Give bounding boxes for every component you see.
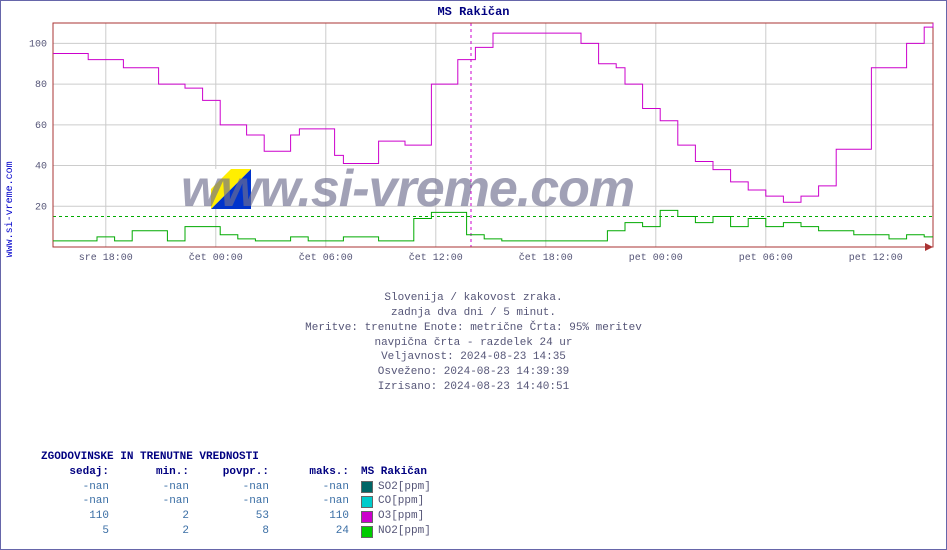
legend-series-name: O3[ppm] <box>361 509 521 524</box>
legend-col-min: min.: <box>121 465 201 480</box>
chart-container: MS Rakičan www.si-vreme.com 20 40 60 80 100 s… <box>0 0 947 550</box>
legend-value: -nan <box>41 480 121 495</box>
legend-header: sedaj: min.: povpr.: maks.: MS Rakičan <box>41 465 521 480</box>
chart-svg: 20406080100sre 18:00čet 00:00čet 06:00če… <box>53 23 933 267</box>
legend-value: -nan <box>201 480 281 495</box>
footer-line: navpična črta - razdelek 24 ur <box>1 336 946 351</box>
legend-value: 24 <box>281 524 361 539</box>
legend-value: 53 <box>201 509 281 524</box>
svg-text:20: 20 <box>35 202 47 213</box>
legend-label: O3[ppm] <box>378 509 424 524</box>
legend-value: 110 <box>41 509 121 524</box>
legend-series-name: SO2[ppm] <box>361 480 521 495</box>
footer-line: Veljavnost: 2024-08-23 14:35 <box>1 350 946 365</box>
legend-row: 110253110O3[ppm] <box>41 509 521 524</box>
legend-swatch-icon <box>361 526 373 538</box>
footer-line: Izrisano: 2024-08-23 14:40:51 <box>1 380 946 395</box>
svg-text:čet 00:00: čet 00:00 <box>189 252 243 264</box>
legend-series-name: CO[ppm] <box>361 494 521 509</box>
legend-col-povpr: povpr.: <box>201 465 281 480</box>
plot-area: 20406080100sre 18:00čet 00:00čet 06:00če… <box>53 23 933 267</box>
legend-col-sedaj: sedaj: <box>41 465 121 480</box>
legend-table: ZGODOVINSKE IN TRENUTNE VREDNOSTI sedaj:… <box>41 451 521 539</box>
svg-text:čet 18:00: čet 18:00 <box>519 252 573 264</box>
footer-line: zadnja dva dni / 5 minut. <box>1 306 946 321</box>
legend-series-name: NO2[ppm] <box>361 524 521 539</box>
legend-row: -nan-nan-nan-nanCO[ppm] <box>41 494 521 509</box>
legend-value: -nan <box>281 494 361 509</box>
svg-text:100: 100 <box>29 39 47 50</box>
legend-label: CO[ppm] <box>378 494 424 509</box>
chart-title: MS Rakičan <box>1 1 946 19</box>
legend-value: 5 <box>41 524 121 539</box>
legend-value: -nan <box>121 480 201 495</box>
legend-value: 2 <box>121 509 201 524</box>
legend-value: 8 <box>201 524 281 539</box>
svg-text:60: 60 <box>35 121 47 132</box>
legend-row: 52824 NO2[ppm] <box>41 524 521 539</box>
svg-text:sre 18:00: sre 18:00 <box>79 253 133 264</box>
svg-text:40: 40 <box>35 162 47 173</box>
svg-text:pet 06:00: pet 06:00 <box>739 253 793 264</box>
watermark-text: www.si-vreme.com <box>181 159 634 219</box>
legend-label: SO2[ppm] <box>378 480 431 495</box>
legend-label: NO2[ppm] <box>378 524 431 539</box>
svg-text:80: 80 <box>35 80 47 91</box>
footer-line: Osveženo: 2024-08-23 14:39:39 <box>1 365 946 380</box>
legend-col-maks: maks.: <box>281 465 361 480</box>
y-axis-link[interactable]: www.si-vreme.com <box>5 161 16 257</box>
legend-col-station: MS Rakičan <box>361 465 521 480</box>
footer-line: Meritve: trenutne Enote: metrične Črta: … <box>1 321 946 336</box>
legend-value: 2 <box>121 524 201 539</box>
svg-text:pet 00:00: pet 00:00 <box>629 253 683 264</box>
legend-value: -nan <box>121 494 201 509</box>
legend-value: -nan <box>281 480 361 495</box>
legend-swatch-icon <box>361 511 373 523</box>
svg-text:čet 12:00: čet 12:00 <box>409 252 463 264</box>
chart-footer: Slovenija / kakovost zraka. zadnja dva d… <box>1 291 946 395</box>
legend-swatch-icon <box>361 496 373 508</box>
legend-swatch-icon <box>361 481 373 493</box>
svg-text:čet 06:00: čet 06:00 <box>299 252 353 264</box>
legend-title: ZGODOVINSKE IN TRENUTNE VREDNOSTI <box>41 451 521 463</box>
footer-line: Slovenija / kakovost zraka. <box>1 291 946 306</box>
legend-value: 110 <box>281 509 361 524</box>
legend-value: -nan <box>201 494 281 509</box>
svg-text:pet 12:00: pet 12:00 <box>849 253 903 264</box>
legend-row: -nan-nan-nan-nanSO2[ppm] <box>41 480 521 495</box>
legend-value: -nan <box>41 494 121 509</box>
